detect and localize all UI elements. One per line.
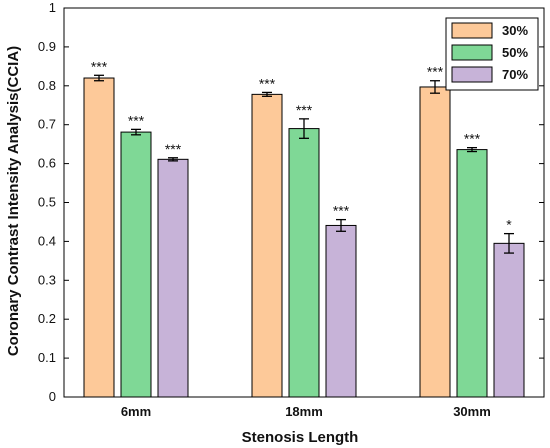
legend-label: 50% — [502, 45, 528, 60]
plot-area: 00.10.20.30.40.50.60.70.80.916mm********… — [38, 0, 545, 419]
y-tick-label: 0.7 — [38, 117, 56, 132]
significance-label: *** — [128, 112, 145, 128]
significance-label: *** — [296, 102, 313, 118]
bar — [83, 77, 115, 398]
significance-label: *** — [333, 203, 350, 219]
legend-swatch — [451, 44, 493, 61]
legend-swatch — [451, 22, 493, 39]
y-tick-label: 0.1 — [38, 350, 56, 365]
x-tick-label: 30mm — [453, 404, 491, 419]
bar — [157, 158, 189, 398]
significance-label: *** — [91, 58, 108, 74]
x-axis-title: Stenosis Length — [242, 429, 359, 446]
y-axis-title-text: Coronary Contrast Intensity Analysis(CCI… — [5, 46, 22, 356]
bar — [419, 86, 451, 398]
y-tick-label: 0.3 — [38, 272, 56, 287]
legend-label: 70% — [502, 67, 528, 82]
bar — [251, 93, 283, 398]
significance-label: *** — [464, 131, 481, 147]
y-axis-title: Coronary Contrast Intensity Analysis(CCI… — [5, 46, 22, 356]
x-tick-label: 18mm — [285, 404, 323, 419]
y-tick-label: 0.2 — [38, 311, 56, 326]
legend-swatch — [451, 66, 493, 83]
y-tick-label: 1 — [49, 0, 56, 15]
significance-label: *** — [427, 64, 444, 80]
bar — [456, 149, 488, 398]
bar — [493, 242, 525, 398]
y-tick-label: 0 — [49, 389, 56, 404]
y-tick-label: 0.8 — [38, 78, 56, 93]
significance-label: *** — [165, 141, 182, 157]
significance-label: * — [506, 217, 512, 233]
bar — [120, 131, 152, 398]
bar — [288, 128, 320, 398]
y-tick-label: 0.6 — [38, 156, 56, 171]
x-tick-label: 6mm — [121, 404, 151, 419]
y-tick-label: 0.5 — [38, 195, 56, 210]
y-tick-label: 0.4 — [38, 233, 56, 248]
bar — [325, 224, 357, 398]
y-tick-label: 0.9 — [38, 39, 56, 54]
legend-label: 30% — [502, 23, 528, 38]
significance-label: *** — [259, 75, 276, 91]
